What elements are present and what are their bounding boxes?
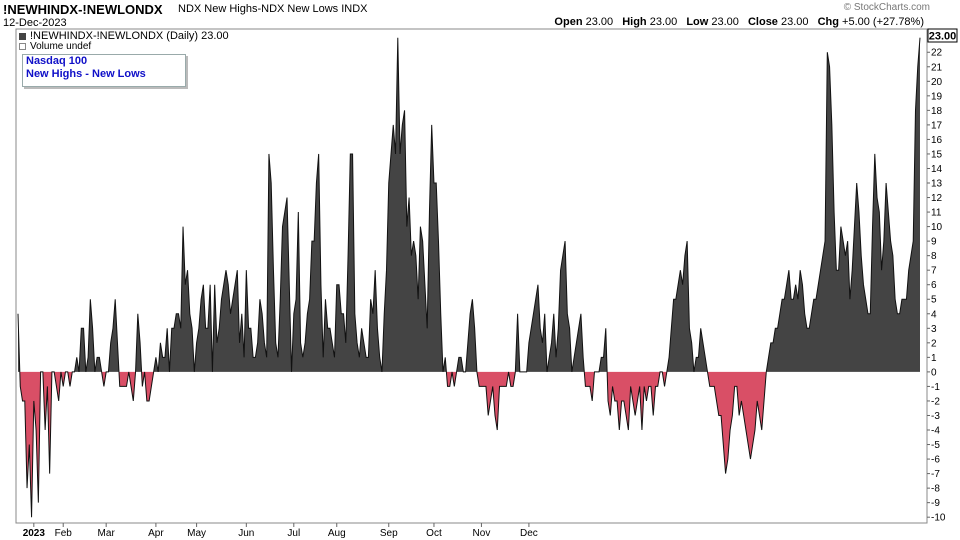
open-value: 23.00 [585,16,614,28]
y-tick-label: 7 [931,266,937,277]
symbol-description: NDX New Highs-NDX New Lows INDX [178,3,368,15]
panel-label: !NEWHINDX-!NEWLONDX (Daily) 23.00 [30,30,229,42]
y-tick-label: 6 [931,280,937,291]
close-value: 23.00 [781,16,809,28]
annotation-line-1: Nasdaq 100 [26,55,88,67]
x-axis: 2023 Feb Mar Apr May Jun Jul Aug Sep Oct Nov Dec [23,523,538,539]
y-tick-label: 4 [931,309,937,320]
chart-annotation-box: Nasdaq 100 New Highs - New Lows [22,54,186,87]
y-tick-label: 16 [931,135,943,146]
y-tick-label: 0 [931,367,937,378]
x-tick-label: May [187,528,206,539]
y-tick-label: 17 [931,120,943,131]
y-tick-label: -1 [931,382,940,393]
y-tick-label: 11 [931,208,942,219]
chart-date: 12-Dec-2023 [3,17,67,29]
y-axis: 222120191817161514131211109876543210-1-2… [927,48,946,524]
last-value-badge-box [927,28,958,43]
low-label: Low [686,16,709,28]
x-tick-label: Apr [148,528,164,539]
y-tick-label: -4 [931,426,940,437]
x-tick-label: Jun [238,528,254,539]
y-tick-label: 5 [931,295,937,306]
last-value-badge: 23.00 [929,31,957,43]
annotation-line-2: New Highs - New Lows [26,68,146,80]
y-tick-label: -5 [931,440,940,451]
y-tick-label: 15 [931,149,943,160]
y-tick-label: 9 [931,237,937,248]
y-tick-label: 8 [931,251,937,262]
positive-area [18,37,920,372]
y-tick-label: 13 [931,179,943,190]
y-tick-label: -8 [931,484,940,495]
low-value: 23.00 [711,16,739,28]
x-tick-label: Jul [287,528,300,539]
positive-area-fill [18,37,920,372]
y-tick-label: -6 [931,455,940,466]
chg-value: +5.00 (+27.78%) [842,16,924,28]
chg-label: Chg [817,16,839,28]
x-tick-label: 2023 [23,528,46,539]
y-tick-label: 21 [931,62,943,73]
y-tick-label: -9 [931,498,940,509]
y-tick-label: 3 [931,324,937,335]
y-tick-label: 14 [931,164,943,175]
series-swatch-icon [19,33,26,40]
y-tick-label: 2 [931,338,937,349]
x-tick-label: Dec [520,528,538,539]
x-tick-label: Nov [473,528,491,539]
y-tick-label: 18 [931,106,943,117]
close-label: Close [747,16,778,28]
y-tick-label: 1 [931,353,937,364]
y-tick-label: -2 [931,396,940,407]
brand-watermark: © StockCharts.com [843,2,930,13]
y-tick-label: 20 [931,77,943,88]
x-tick-label: Aug [328,528,346,539]
symbol-title: !NEWHINDX-!NEWLONDX [3,2,163,17]
volume-label: Volume undef [30,41,92,52]
high-value: 23.00 [649,16,678,28]
y-tick-label: 10 [931,222,943,233]
ohlc-readout: Open 23.00 High 23.00 Low 23.00 Close 23… [554,16,930,28]
x-tick-label: Sep [380,528,398,539]
series-line [17,37,921,518]
open-label: Open [554,16,583,28]
x-tick-label: Mar [98,528,116,539]
y-tick-label: -7 [931,469,940,480]
y-tick-label: 19 [931,91,943,102]
volume-swatch-icon [19,43,26,50]
y-tick-label: -3 [931,411,940,422]
x-tick-label: Feb [55,528,73,539]
y-tick-label: 12 [931,193,943,204]
high-label: High [622,16,647,28]
y-tick-label: 22 [931,48,943,59]
x-tick-label: Oct [426,528,442,539]
y-tick-label: -10 [931,513,946,524]
plot-frame [15,28,928,524]
